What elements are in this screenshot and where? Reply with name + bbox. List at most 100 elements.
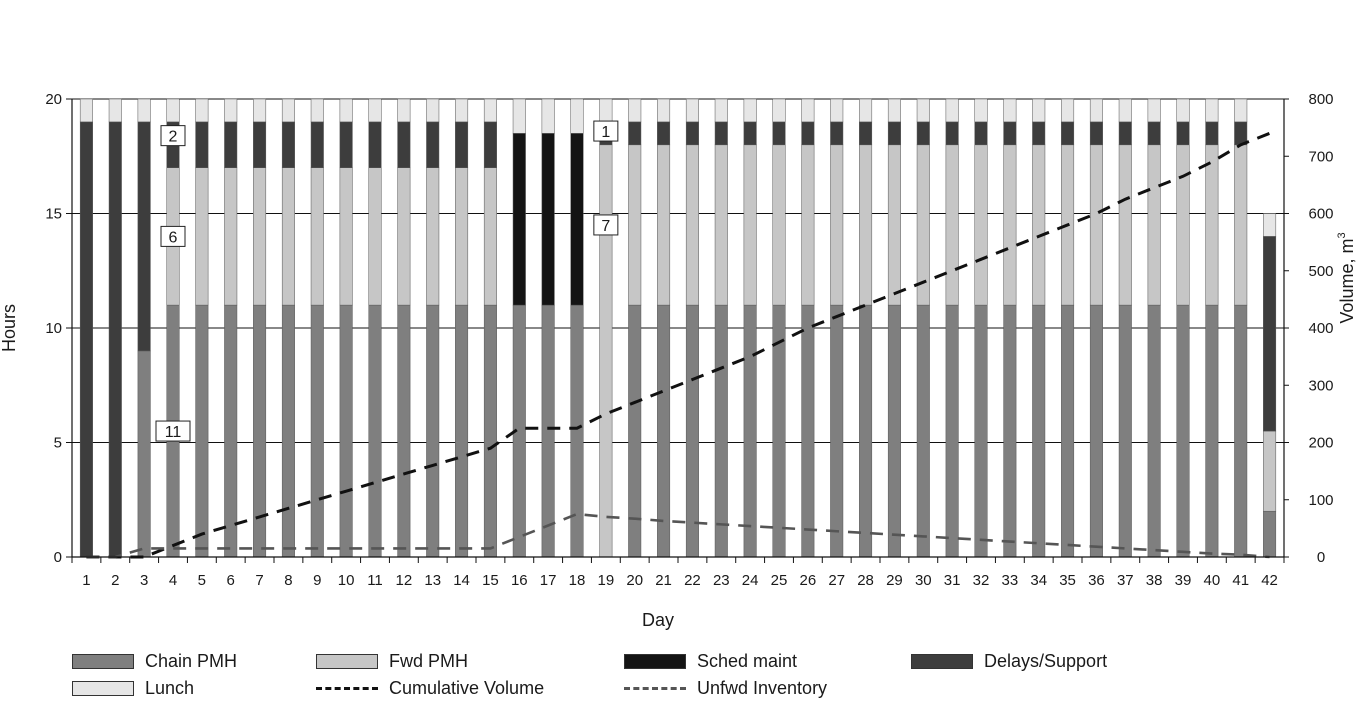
annotation-label: 1 (601, 124, 610, 141)
legend: Chain PMH Fwd PMH Sched maint Delays/Sup… (0, 648, 1356, 700)
annotation-box (160, 125, 186, 147)
bar-segment-chain-pmh (830, 304, 844, 558)
bar-segment-lunch (772, 98, 786, 123)
bar-segment-lunch (1147, 98, 1161, 123)
y2-tick-label: 300 (1308, 377, 1333, 394)
bar-segment-fwd-pmh (1176, 144, 1190, 306)
bar-segment-delays-support (714, 121, 728, 146)
bar-segment-fwd-pmh (1118, 144, 1132, 306)
bar-segment-lunch (1234, 98, 1248, 123)
bar-segment-lunch (455, 98, 469, 123)
bar-segment-chain-pmh (541, 304, 555, 558)
bar-segment-chain-pmh (195, 304, 209, 558)
bar-segment-chain-pmh (743, 304, 757, 558)
x-tick-label: 41 (1232, 572, 1249, 589)
x-axis-label: Day (642, 610, 674, 630)
bar-segment-delays-support (945, 121, 959, 146)
bar-segment-chain-pmh (714, 304, 728, 558)
x-tick-label: 18 (569, 572, 586, 589)
legend-item-lunch: Lunch (72, 677, 194, 699)
x-tick-label: 33 (1002, 572, 1019, 589)
bar-segment-sched-maint (541, 133, 555, 306)
x-tick-label: 36 (1088, 572, 1105, 589)
bar-segment-lunch (166, 98, 180, 123)
x-tick-label: 42 (1261, 572, 1278, 589)
bar-segment-lunch (1061, 98, 1075, 123)
x-tick-label: 8 (284, 572, 292, 589)
annotation-label: 7 (601, 218, 610, 235)
bar-segment-fwd-pmh (772, 144, 786, 306)
x-tick-label: 11 (367, 572, 383, 589)
bar-segment-delays-support (772, 121, 786, 146)
legend-swatch (316, 653, 378, 669)
x-tick-label: 21 (655, 572, 672, 589)
x-tick-label: 26 (800, 572, 817, 589)
bar-segment-lunch (1263, 213, 1277, 237)
legend-item-cumulative-volume: Cumulative Volume (316, 677, 544, 699)
bar-segment-chain-pmh (916, 304, 930, 558)
bar-segment-chain-pmh (224, 304, 238, 558)
bar-segment-lunch (916, 98, 930, 123)
bar-segment-delays-support (1263, 236, 1277, 432)
bar-segment-delays-support (1089, 121, 1103, 146)
bar-segment-delays-support (195, 121, 209, 168)
bar-segment-lunch (368, 98, 382, 123)
bar-segment-lunch (1089, 98, 1103, 123)
bar-segment-lunch (310, 98, 324, 123)
legend-item-delays-support: Delays/Support (911, 650, 1107, 672)
x-tick-label: 2 (111, 572, 119, 589)
bar-segment-fwd-pmh (1089, 144, 1103, 306)
bar-segment-lunch (743, 98, 757, 123)
legend-swatch (316, 686, 378, 690)
x-tick-label: 7 (255, 572, 263, 589)
bar-segment-chain-pmh (1118, 304, 1132, 558)
x-tick-label: 23 (713, 572, 730, 589)
bar-segment-chain-pmh (253, 304, 267, 558)
bar-segment-lunch (541, 98, 555, 134)
bar-segment-fwd-pmh (599, 144, 613, 558)
bar-segment-delays-support (628, 121, 642, 146)
x-tick-label: 31 (944, 572, 961, 589)
bar-segment-delays-support (1032, 121, 1046, 146)
bar-segment-lunch (1205, 98, 1219, 123)
annotation-label: 11 (165, 424, 182, 441)
x-tick-label: 32 (973, 572, 990, 589)
bar-segment-delays-support (483, 121, 497, 168)
bar-segment-chain-pmh (570, 304, 584, 558)
bar-segment-delays-support (859, 121, 873, 146)
y2-tick-label: 100 (1308, 492, 1333, 509)
y-tick-label: 5 (54, 435, 62, 452)
y2-tick-label: 200 (1308, 435, 1333, 452)
bar-segment-lunch (512, 98, 526, 134)
y-tick-label: 10 (45, 320, 62, 337)
bar-segment-fwd-pmh (455, 167, 469, 306)
annotation-box (155, 420, 191, 442)
y2-axis-label-superscript: 3 (1336, 232, 1348, 238)
bar-segment-fwd-pmh (195, 167, 209, 306)
bar-segment-delays-support (801, 121, 815, 146)
legend-item-sched-maint: Sched maint (624, 650, 797, 672)
gridlines (72, 98, 1284, 443)
bar-segment-chain-pmh (397, 304, 411, 558)
bar-segment-lunch (801, 98, 815, 123)
series-lines (86, 131, 1271, 559)
bar-segment-fwd-pmh (830, 144, 844, 306)
legend-label: Lunch (145, 677, 195, 698)
y2-tick-label: 500 (1308, 263, 1333, 280)
bar-segment-lunch (224, 98, 238, 123)
legend-swatch (624, 653, 686, 669)
bar-segment-chain-pmh (945, 304, 959, 558)
x-tick-label: 6 (227, 572, 235, 589)
x-tick-label: 35 (1059, 572, 1076, 589)
bar-segment-delays-support (743, 121, 757, 146)
bar-segment-delays-support (1061, 121, 1075, 146)
bar-segment-delays-support (1205, 121, 1219, 146)
x-tick-label: 10 (338, 572, 355, 589)
bar-segment-fwd-pmh (1032, 144, 1046, 306)
bar-segment-lunch (859, 98, 873, 123)
x-tick-label: 12 (396, 572, 413, 589)
x-tick-label: 24 (742, 572, 759, 589)
bar-segment-chain-pmh (859, 304, 873, 558)
bar-segment-fwd-pmh (657, 144, 671, 306)
